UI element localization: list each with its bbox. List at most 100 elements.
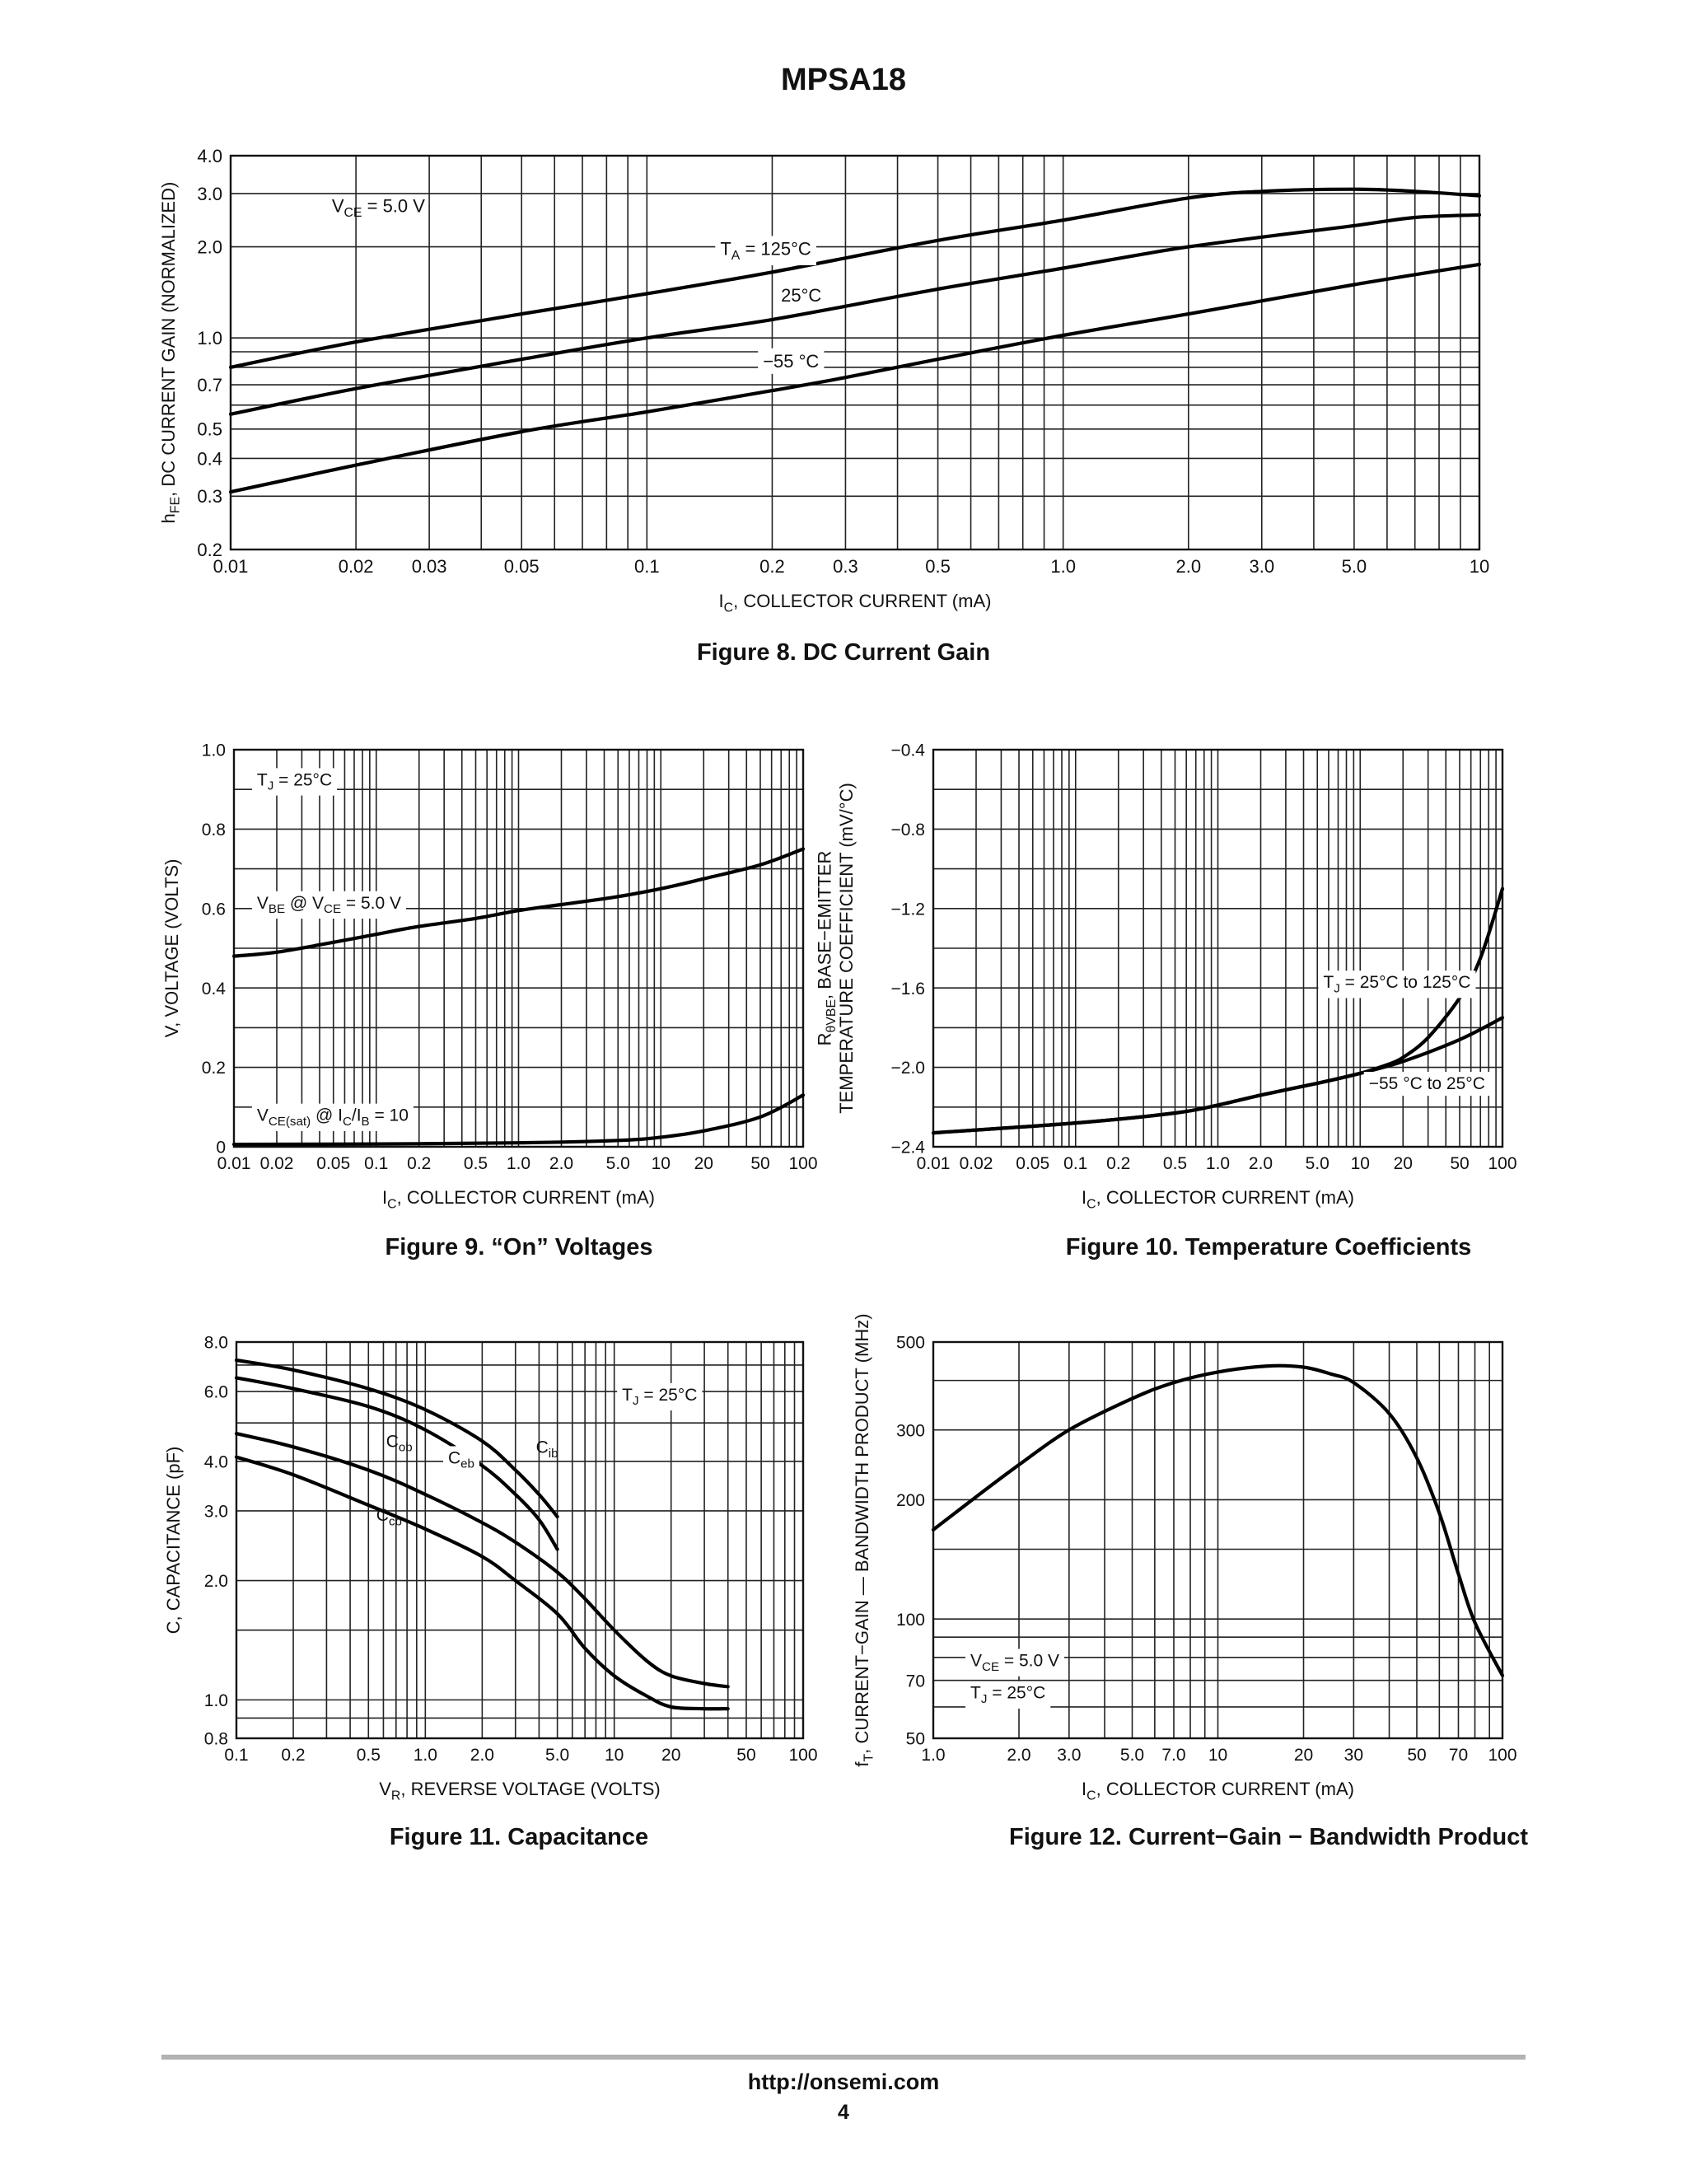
- x-tick-label: 0.05: [316, 1154, 350, 1173]
- y-tick-label: −2.0: [891, 1059, 925, 1078]
- y-tick-label: 500: [896, 1334, 925, 1353]
- y-tick-label: −2.4: [891, 1139, 926, 1157]
- x-tick-label: 0.1: [224, 1746, 248, 1765]
- plot-frame: [229, 154, 1481, 551]
- annotation-background: [617, 1382, 703, 1411]
- x-tick-label: 10: [652, 1154, 671, 1173]
- x-tick-label: 10: [1351, 1154, 1370, 1173]
- figure-11-capacitance: 0.1 0.2 0.5 1.0 2.0 5.0 10 20 50 100 0.8 1.0 2.0 3.0 4…: [163, 1334, 818, 1803]
- y-tick-label: 2.0: [204, 1572, 228, 1591]
- series-line-0: [228, 187, 1482, 369]
- x-tick-label: 0.02: [960, 1154, 993, 1173]
- y-axis-label: fT, CURRENT−GAIN — BANDWIDTH PRODUCT (MH…: [852, 1313, 876, 1766]
- x-tick-label: 0.01: [917, 1154, 951, 1173]
- series-line-1: [234, 1376, 559, 1551]
- annotation-1: VBE @ VCE = 5.0 V: [251, 891, 407, 919]
- footer-url[interactable]: http://onsemi.com: [747, 2069, 940, 2094]
- annotation-text: TA = 125°C: [720, 238, 811, 263]
- grid: [932, 1341, 1503, 1739]
- figure-8-caption: Figure 8. DC Current Gain: [696, 639, 991, 666]
- annotation-background: [251, 891, 407, 919]
- y-axis-label: V, VOLTAGE (VOLTS): [161, 859, 182, 1038]
- y-tick-label: 3.0: [204, 1502, 228, 1521]
- x-tick-label: 1.0: [414, 1746, 437, 1765]
- x-tick-label: 0.5: [1163, 1154, 1187, 1173]
- y-tick-label: 200: [896, 1491, 925, 1510]
- x-tick-label: 1.0: [1050, 556, 1076, 577]
- x-tick-label: 50: [750, 1154, 769, 1173]
- y-tick-label: 4.0: [204, 1452, 228, 1471]
- y-tick-label: 0.5: [197, 419, 222, 440]
- x-tick-label: 0.5: [464, 1154, 488, 1173]
- annotation-0: TJ = 25°C to 125°C: [1318, 970, 1476, 998]
- annotation-text: TJ = 25°C: [257, 770, 332, 793]
- x-tick-label: 20: [661, 1746, 680, 1765]
- annotation-0: TJ = 25°C: [617, 1382, 703, 1411]
- x-tick-label: 5.0: [606, 1154, 630, 1173]
- x-axis-label: IC, COLLECTOR CURRENT (mA): [1082, 1187, 1354, 1212]
- x-tick-label: 0.2: [281, 1746, 305, 1765]
- x-tick-label: 1.0: [1206, 1154, 1230, 1173]
- series-line-2: [228, 262, 1482, 494]
- y-tick-label: 8.0: [204, 1334, 228, 1353]
- y-tick-label: 300: [896, 1421, 925, 1440]
- y-tick-label: 6.0: [204, 1383, 228, 1402]
- y-tick-label: 1.0: [202, 741, 226, 760]
- footer-divider: [161, 2055, 1526, 2060]
- x-tick-label: 7.0: [1161, 1746, 1185, 1765]
- page-number: 4: [838, 2101, 849, 2124]
- x-tick-label: 0.2: [1106, 1154, 1130, 1173]
- y-tick-label: −0.4: [891, 741, 926, 760]
- x-axis-label: IC, COLLECTOR CURRENT (mA): [719, 591, 992, 615]
- annotation-text: VBE @ VCE = 5.0 V: [257, 894, 401, 916]
- x-tick-label: 0.2: [759, 556, 785, 577]
- grid: [230, 155, 1480, 550]
- x-tick-label: 20: [694, 1154, 713, 1173]
- x-tick-label: 10: [605, 1746, 624, 1765]
- series-line-0: [234, 1358, 559, 1519]
- x-tick-label: 5.0: [1306, 1154, 1330, 1173]
- annotation-background: [251, 768, 338, 796]
- y-tick-label: −1.2: [891, 900, 925, 919]
- annotation-1: TJ = 25°C: [965, 1681, 1051, 1709]
- x-axis-label: VR, REVERSE VOLTAGE (VOLTS): [379, 1779, 661, 1803]
- y-tick-label: 0.7: [197, 375, 222, 395]
- figure-9-caption: Figure 9. “On” Voltages: [385, 1234, 653, 1260]
- series-line-1: [231, 1093, 806, 1147]
- figure-11-caption: Figure 11. Capacitance: [389, 1824, 649, 1850]
- x-tick-label: 2.0: [1249, 1154, 1273, 1173]
- annotation-text: TJ = 25°C: [970, 1684, 1045, 1706]
- x-tick-label: 70: [1449, 1746, 1468, 1765]
- x-tick-label: 2.0: [1175, 556, 1201, 577]
- annotation-background: [442, 1446, 479, 1474]
- x-tick-label: 20: [1394, 1154, 1413, 1173]
- annotation-background: [965, 1681, 1051, 1709]
- y-tick-label: 2.0: [197, 237, 222, 258]
- x-tick-label: 10: [1470, 556, 1489, 577]
- x-tick-label: 0.03: [412, 556, 447, 577]
- x-tick-label: 50: [736, 1746, 755, 1765]
- annotation-text: 25°C: [781, 285, 821, 306]
- y-axis-label: C, CAPACITANCE (pF): [163, 1447, 184, 1634]
- y-axis-label-group: fT, CURRENT−GAIN — BANDWIDTH PRODUCT (MH…: [852, 1313, 876, 1766]
- y-axis-label: hFE, DC CURRENT GAIN (NORMALIZED): [158, 182, 183, 524]
- y-tick-label: 3.0: [197, 184, 222, 204]
- x-axis-label: IC, COLLECTOR CURRENT (mA): [1082, 1779, 1354, 1803]
- x-axis-label: IC, COLLECTOR CURRENT (mA): [382, 1187, 655, 1212]
- series-line-1: [228, 213, 1482, 416]
- annotation-text: Cob: [386, 1432, 413, 1454]
- y-tick-label: 1.0: [204, 1691, 228, 1710]
- x-tick-label: 0.05: [504, 556, 540, 577]
- y-axis-label-group: RθVBE, BASE−EMITTER TEMPERATURE COEFFICIE…: [815, 783, 857, 1114]
- figure-10-caption: Figure 10. Temperature Coefficients: [1065, 1234, 1472, 1260]
- annotation-3: Cib: [536, 1438, 558, 1461]
- y-tick-label: 0.3: [197, 486, 222, 507]
- figure-12-caption: Figure 12. Current−Gain − Bandwidth Prod…: [1008, 1824, 1529, 1850]
- annotation-1: −55 °C to 25°C: [1363, 1072, 1490, 1097]
- x-tick-label: 0.1: [1063, 1154, 1087, 1173]
- x-tick-label: 100: [788, 1154, 817, 1173]
- annotation-3: −55 °C: [758, 348, 825, 374]
- figure-12-current-gain-bandwidth: 1.0 2.0 3.0 5.0 7.0 10 20 30 50 70 100 50 70 100 200 30…: [852, 1313, 1517, 1803]
- x-tick-label: 3.0: [1249, 556, 1274, 577]
- x-tick-label: 2.0: [470, 1746, 494, 1765]
